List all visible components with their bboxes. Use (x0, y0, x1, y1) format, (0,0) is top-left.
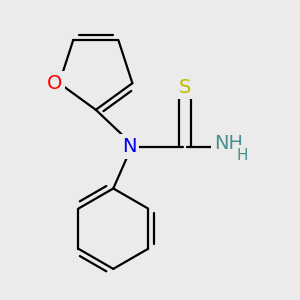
Text: O: O (47, 74, 63, 93)
Text: NH: NH (214, 134, 243, 153)
Text: H: H (237, 148, 248, 163)
Text: S: S (179, 78, 191, 97)
Text: N: N (122, 137, 136, 156)
